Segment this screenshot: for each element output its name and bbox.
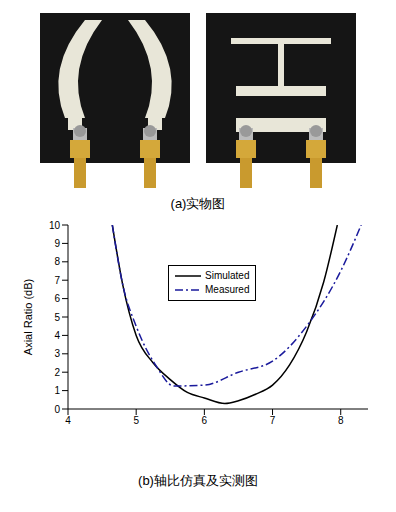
svg-text:10: 10 [49, 220, 61, 231]
svg-text:9: 9 [54, 238, 60, 249]
svg-text:Axial Ratio (dB): Axial Ratio (dB) [22, 279, 34, 355]
html-text:(a)实物图: (a)实物图 [170, 196, 226, 211]
html-text:Simulated: Simulated [205, 270, 250, 281]
svg-text:8: 8 [338, 415, 344, 426]
svg-text:2: 2 [54, 367, 60, 378]
svg-text:6: 6 [202, 415, 208, 426]
svg-text:3: 3 [54, 348, 60, 359]
html-text:Measured: Measured [205, 284, 250, 295]
svg-text:4: 4 [54, 330, 60, 341]
svg-text:7: 7 [270, 415, 276, 426]
svg-text:6: 6 [54, 293, 60, 304]
svg-text:5: 5 [133, 415, 139, 426]
svg-text:7: 7 [54, 275, 60, 286]
svg-text:4: 4 [65, 415, 71, 426]
html-text:(b)轴比仿真及实测图: (b)轴比仿真及实测图 [138, 473, 258, 488]
svg-text:5: 5 [54, 312, 60, 323]
svg-text:0: 0 [54, 404, 60, 415]
svg-text:1: 1 [54, 385, 60, 396]
svg-text:8: 8 [54, 256, 60, 267]
